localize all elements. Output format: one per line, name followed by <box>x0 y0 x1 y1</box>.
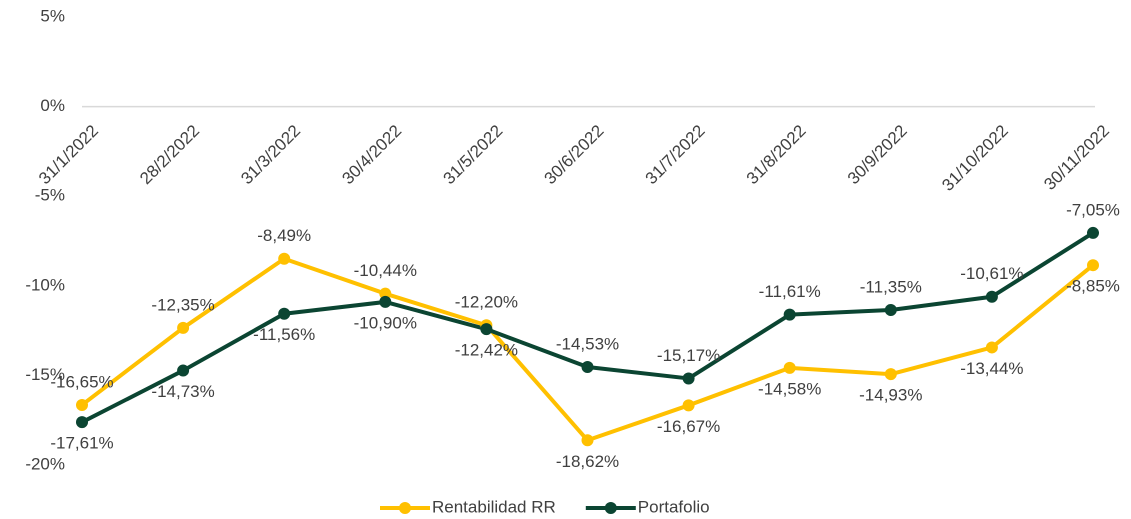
marker <box>985 341 998 354</box>
marker <box>581 360 594 373</box>
marker <box>177 364 190 377</box>
data-label: -14,58% <box>758 379 821 398</box>
x-tick-label: 30/9/2022 <box>844 121 911 188</box>
y-tick-label: -20% <box>25 454 65 473</box>
data-label: -15,17% <box>657 346 720 365</box>
y-tick-label: -15% <box>25 365 65 384</box>
marker <box>76 398 88 411</box>
data-label: -12,20% <box>455 293 518 312</box>
data-label: -12,42% <box>455 341 518 360</box>
marker <box>682 399 695 412</box>
data-label: -11,35% <box>860 277 922 296</box>
data-label: -10,44% <box>354 261 417 280</box>
marker <box>379 295 392 308</box>
marker <box>682 372 695 385</box>
data-label: -8,49% <box>257 226 311 245</box>
x-tick-label: 30/4/2022 <box>338 121 405 188</box>
x-tick-label: 31/5/2022 <box>439 121 506 188</box>
legend-label: Portafolio <box>638 497 710 516</box>
marker <box>76 416 88 429</box>
data-label: -8,85% <box>1066 277 1120 296</box>
y-tick-label: -5% <box>35 186 65 205</box>
marker <box>177 321 190 334</box>
legend-marker <box>399 502 411 514</box>
marker <box>1087 226 1099 239</box>
y-tick-label: 5% <box>40 6 65 25</box>
marker <box>480 323 493 336</box>
x-tick-label: 31/7/2022 <box>642 121 709 188</box>
data-label: -10,61% <box>960 264 1023 283</box>
marker <box>783 361 796 374</box>
data-label: -10,90% <box>354 313 417 332</box>
data-label: -14,53% <box>556 334 619 353</box>
x-tick-label: 28/2/2022 <box>136 121 203 188</box>
marker <box>783 308 796 321</box>
y-tick-label: 0% <box>40 96 65 115</box>
marker <box>278 252 291 265</box>
x-tick-label: 30/11/2022 <box>1040 121 1113 194</box>
marker <box>581 434 594 447</box>
x-tick-label: 30/6/2022 <box>541 121 608 188</box>
marker <box>1087 259 1099 272</box>
data-label: -11,56% <box>253 325 315 344</box>
data-label: -16,65% <box>50 372 113 391</box>
data-label: -11,61% <box>759 282 821 301</box>
data-label: -18,62% <box>556 452 619 471</box>
legend-marker <box>604 502 617 514</box>
data-label: -17,61% <box>50 434 113 453</box>
marker <box>884 368 897 381</box>
marker <box>379 287 392 300</box>
y-tick-label: -10% <box>25 275 65 294</box>
marker <box>985 290 998 303</box>
x-tick-label: 31/10/2022 <box>938 121 1012 195</box>
series-line <box>81 231 1095 424</box>
x-tick-label: 31/3/2022 <box>237 121 304 188</box>
data-label: -7,05% <box>1066 200 1120 219</box>
data-label: -14,93% <box>859 386 922 405</box>
data-label: -14,73% <box>151 382 214 401</box>
x-tick-label: 31/1/2022 <box>35 121 102 188</box>
marker <box>884 303 897 316</box>
legend-label: Rentabilidad RR <box>432 497 556 516</box>
marker <box>278 307 291 320</box>
data-label: -12,35% <box>151 295 214 314</box>
data-label: -16,67% <box>657 417 720 436</box>
data-label: -13,44% <box>960 359 1023 378</box>
x-tick-label: 31/8/2022 <box>743 121 810 188</box>
